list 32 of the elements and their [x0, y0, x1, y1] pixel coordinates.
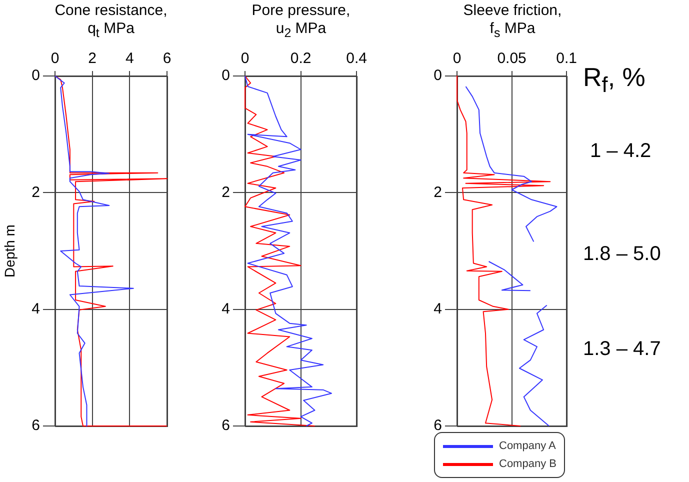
y-tick-label: 6 [222, 417, 230, 434]
text: R$_{f}$, % [583, 62, 646, 98]
text: 1 – 4.2 [590, 140, 652, 163]
legend-label: Company A [499, 440, 556, 452]
y-tick-label: 4 [434, 300, 442, 318]
x-tick-label: 0 [50, 50, 60, 68]
chart-title: Pore pressure, u$_{2}$ MPa [250, 2, 352, 42]
text: 1.8 – 5.0 [583, 243, 661, 266]
x-tick-label: 0.1 [556, 50, 578, 68]
x-tick-label: 0.05 [497, 50, 526, 68]
legend-label: Company B [499, 458, 556, 470]
y-tick-label: 6 [32, 417, 40, 434]
y-tick-label: 0 [32, 67, 40, 84]
text: 1.3 – 4.7 [583, 338, 661, 361]
y-tick-label: 2 [32, 184, 40, 201]
y-tick-label: 0 [222, 67, 230, 84]
x-tick-label: 4 [125, 50, 134, 68]
x-tick-label: 0.2 [290, 50, 312, 68]
x-tick-label: 6 [162, 50, 172, 68]
y-axis-title: Depth m [1, 224, 18, 278]
x-tick-label: 0 [240, 50, 250, 68]
x-tick-label: 2 [88, 50, 97, 68]
x-tick-label: 0.4 [346, 50, 368, 68]
y-tick-label: 6 [434, 417, 442, 434]
x-tick-label: 0 [452, 50, 462, 68]
y-tick-label: 2 [434, 184, 442, 201]
y-tick-label: 4 [32, 300, 40, 318]
y-tick-label: 4 [222, 300, 230, 318]
y-tick-label: 2 [222, 184, 230, 201]
chart-title: Cone resistance, q$_{t}$ MPa [54, 2, 168, 42]
y-tick-label: 0 [434, 67, 442, 84]
chart-title: Sleeve friction, f$_{s}$ MPa [462, 2, 563, 42]
